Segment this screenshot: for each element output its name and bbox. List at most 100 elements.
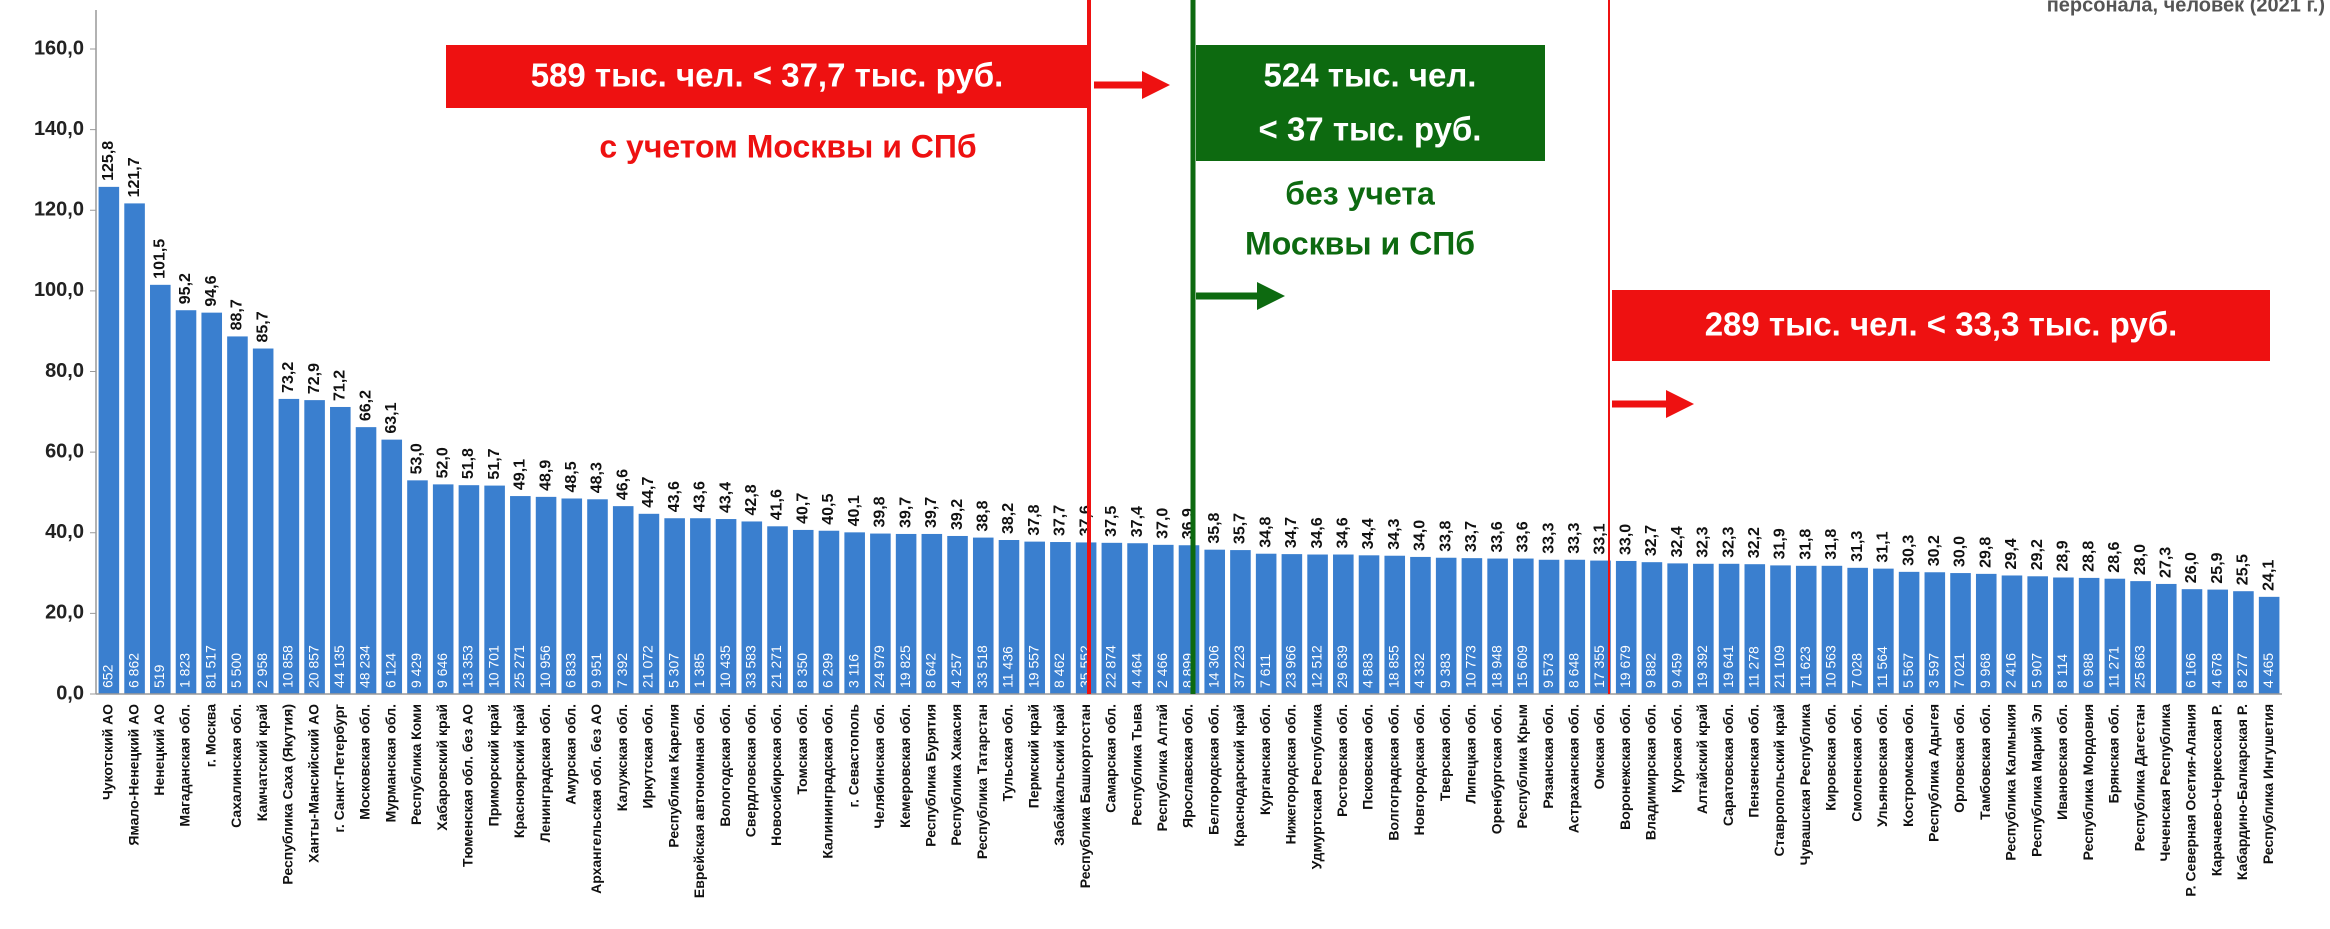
value-label: 34,7 [1283, 517, 1300, 548]
bar [1667, 563, 1688, 694]
bar-label: 24 979 [871, 645, 887, 688]
x-tick-label: Ненецкий АО [151, 704, 167, 796]
bar [1564, 559, 1586, 694]
x-tick-label: Пензенская обл. [1745, 704, 1761, 818]
x-tick-label: Карачаево-Черкесская Р. [2208, 704, 2224, 876]
x-tick-label: Костромская обл. [1900, 704, 1916, 827]
bar [1435, 557, 1457, 694]
value-label: 39,7 [923, 497, 940, 528]
bar-label: 37 223 [1231, 645, 1247, 688]
value-label: 28,6 [2106, 541, 2123, 572]
x-tick-label: Самарская обл. [1103, 704, 1119, 813]
x-tick-label: Калининградская обл. [820, 704, 836, 859]
bar-label: 10 563 [1823, 645, 1839, 688]
x-tick-label: Ставропольский край [1771, 704, 1787, 856]
x-tick-label: Томская обл. [794, 704, 810, 794]
bar-label: 8 462 [1051, 653, 1067, 688]
bar [1127, 543, 1148, 694]
bar-label: 5 307 [665, 653, 681, 688]
value-label: 33,6 [1489, 521, 1506, 552]
bar [98, 186, 120, 694]
x-tick-label: Р. Северная Осетия-Алания [2183, 704, 2199, 897]
value-label: 37,6 [1077, 505, 1094, 536]
bar-label: 9 429 [408, 653, 424, 688]
bar-label: 9 951 [588, 653, 604, 688]
bar-label: 8 642 [923, 653, 939, 688]
bar-label: 4 465 [2260, 653, 2276, 688]
bar [1795, 565, 1817, 694]
bar [895, 533, 917, 694]
bar-label: 4 883 [1360, 653, 1376, 688]
value-label: 34,0 [1412, 520, 1429, 551]
value-label: 42,8 [743, 484, 760, 515]
bar-label: 8 648 [1565, 653, 1581, 688]
bar [2207, 589, 2228, 694]
bar-label: 12 512 [1308, 645, 1324, 688]
annotation: без учета [1285, 175, 1435, 211]
bar [1924, 572, 1946, 694]
value-label: 85,7 [254, 311, 271, 342]
value-label: 125,8 [100, 141, 117, 181]
annotation: 589 тыс. чел. < 37,7 тыс. руб. [531, 57, 1004, 94]
x-tick-label: Волгоградская обл. [1385, 704, 1401, 841]
bar [1744, 564, 1766, 694]
bar-label: 11 278 [1745, 646, 1761, 688]
bar [1358, 555, 1380, 694]
bar [1615, 560, 1637, 694]
bar-label: 9 459 [1668, 653, 1684, 688]
y-tick-label: 0,0 [56, 682, 84, 704]
x-tick-label: Ленинградская обл. [537, 704, 553, 842]
bar-label: 25 863 [2131, 645, 2147, 688]
value-label: 32,2 [1746, 527, 1763, 558]
x-tick-label: Алтайский край [1694, 704, 1710, 814]
bar [355, 427, 377, 694]
value-label: 30,3 [1900, 535, 1917, 566]
value-label: 33,8 [1437, 521, 1454, 552]
value-label: 33,6 [1515, 521, 1532, 552]
bar-label: 10 858 [280, 645, 296, 688]
x-tick-label: Кировская обл. [1823, 704, 1839, 811]
x-tick-label: Республика Коми [408, 704, 424, 825]
value-label: 39,2 [949, 499, 966, 530]
x-tick-label: Воронежская обл. [1617, 704, 1633, 830]
y-tick-label: 140,0 [34, 118, 84, 140]
value-label: 40,5 [820, 493, 837, 524]
value-label: 33,3 [1566, 523, 1583, 554]
x-tick-label: Республика Дагестан [2131, 704, 2147, 851]
value-label: 33,0 [1617, 524, 1634, 555]
bar-label: 19 557 [1025, 645, 1041, 688]
value-label: 73,2 [280, 362, 297, 393]
y-tick-label: 20,0 [45, 602, 84, 624]
bar-label: 11 564 [1874, 646, 1890, 688]
x-tick-label: Курская обл. [1668, 704, 1684, 793]
bar [1024, 541, 1045, 694]
x-tick-label: Владимирская обл. [1643, 704, 1659, 840]
bar [510, 496, 531, 694]
bar-label: 7 611 [1257, 654, 1273, 688]
bar [1641, 562, 1663, 694]
x-tick-label: Липецкая обл. [1463, 704, 1479, 804]
bar-label: 8 277 [2234, 653, 2250, 688]
bar-label: 9 383 [1437, 653, 1453, 688]
y-tick-label: 60,0 [45, 440, 84, 462]
bar [2233, 591, 2254, 694]
x-tick-label: Республика Мордовия [2080, 704, 2096, 860]
bar-label: 9 646 [434, 653, 450, 688]
bar [227, 336, 248, 694]
x-tick-label: Орловская обл. [1951, 704, 1967, 813]
bar-label: 6 833 [562, 653, 578, 688]
bar-label: 10 773 [1463, 645, 1479, 688]
x-tick-label: Чувашская Республика [1797, 704, 1813, 866]
x-tick-label: Республика Башкортостан [1077, 704, 1093, 888]
x-tick-label: Нижегородская обл. [1283, 704, 1299, 844]
x-tick-label: Кемеровская обл. [897, 704, 913, 828]
bar-label: 21 271 [768, 645, 784, 688]
bar [1281, 554, 1303, 694]
value-label: 51,7 [486, 448, 503, 479]
value-label: 31,8 [1823, 529, 1840, 560]
bar [638, 513, 660, 694]
bar-label: 23 966 [1283, 645, 1299, 688]
bar [1204, 549, 1226, 694]
x-tick-label: Удмуртская Республика [1308, 704, 1324, 870]
